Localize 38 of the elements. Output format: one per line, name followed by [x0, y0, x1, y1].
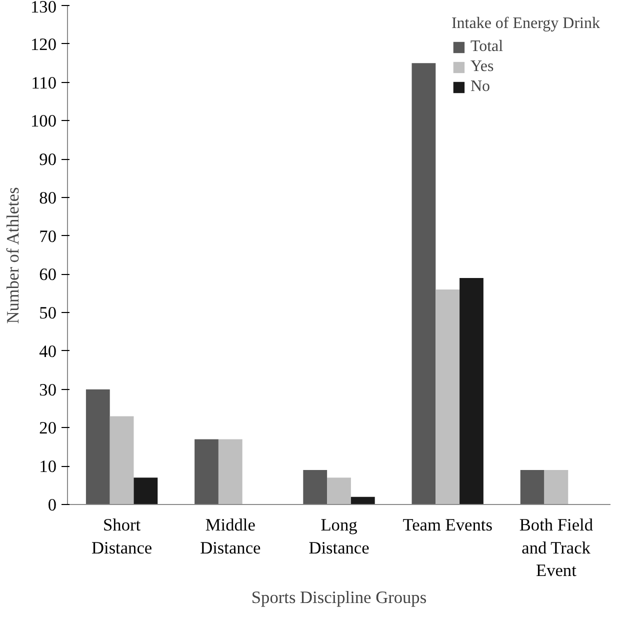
y-tick-label: 60: [39, 265, 56, 284]
y-tick-label: 30: [39, 380, 56, 400]
x-tick-label: Middle Distance: [200, 516, 262, 558]
x-tick-label: Team Events: [402, 516, 493, 534]
y-tick-label: 100: [30, 112, 57, 131]
bar: [460, 278, 484, 504]
y-tick-label: 70: [39, 226, 56, 246]
legend-label: Total: [470, 38, 504, 56]
y-tick-label: 130: [30, 0, 57, 16]
bar: [520, 470, 544, 504]
y-tick-label: 20: [39, 418, 56, 438]
x-axis-title: Sports Discipline Groups: [251, 588, 427, 608]
y-tick-label: 110: [31, 73, 57, 92]
bar: [544, 470, 568, 504]
legend-label: Yes: [470, 58, 494, 76]
x-tick-label: Short Distance: [91, 516, 152, 558]
y-tick-label: 10: [39, 457, 56, 476]
bar: [86, 389, 110, 504]
bar: [350, 496, 375, 504]
y-tick-label: 90: [39, 150, 56, 170]
x-tick-label: Long Distance: [308, 516, 370, 558]
y-tick-label: 50: [39, 304, 56, 323]
bar: [194, 439, 218, 504]
y-tick-label: 120: [30, 34, 57, 54]
bar: [110, 416, 134, 504]
x-tick-label: Both Field and Track Event: [519, 516, 594, 580]
y-tick-label: 40: [39, 342, 56, 361]
bar: [134, 478, 158, 504]
bar: [412, 63, 436, 504]
bar: [327, 478, 351, 504]
bar: [218, 439, 242, 504]
legend-label: No: [470, 78, 490, 96]
y-tick-label: 80: [39, 188, 56, 208]
bar: [436, 290, 460, 504]
bar: [303, 470, 328, 504]
y-axis-title: Number of Athletes: [4, 186, 23, 324]
legend-title: Intake of Energy Drink: [451, 15, 600, 33]
y-tick-label: 0: [48, 496, 57, 514]
